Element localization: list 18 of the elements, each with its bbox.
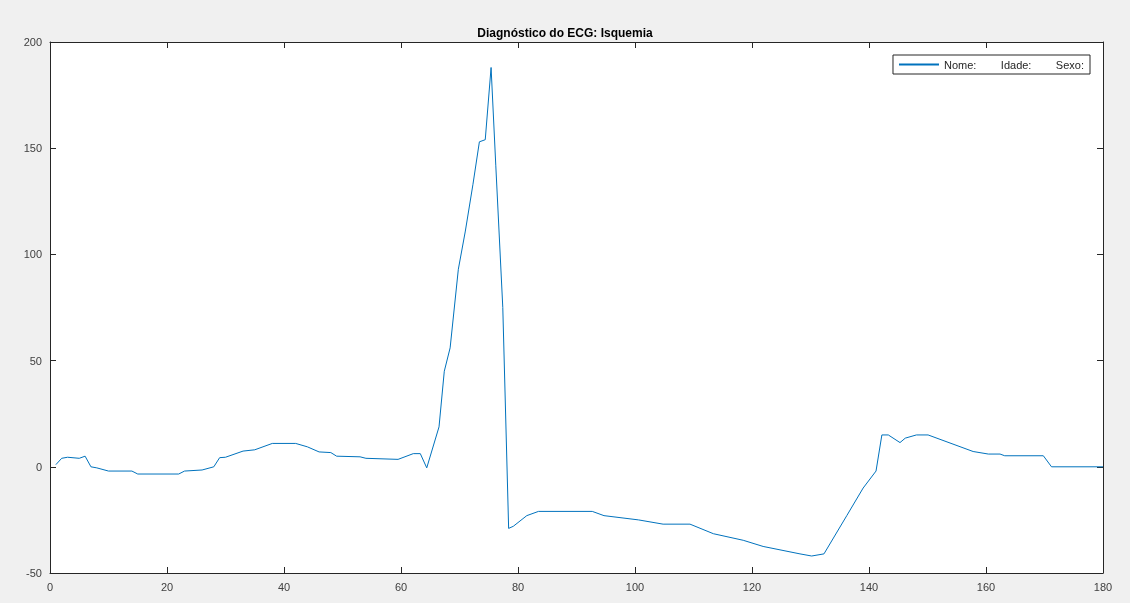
chart-title: Diagnóstico do ECG: Isquemia [477, 26, 653, 40]
x-tick-label: 180 [1093, 580, 1113, 593]
y-tick-label: 50 [29, 354, 42, 367]
y-tick-label: -50 [26, 567, 42, 579]
x-tick-label: 60 [394, 580, 408, 593]
legend-label: Nome: Idade: Sexo: [943, 58, 1085, 71]
x-tick-label: 0 [46, 580, 54, 593]
x-tick-label: 80 [511, 580, 525, 593]
x-tick-label: 160 [976, 580, 996, 593]
x-tick-label: 40 [277, 580, 291, 593]
y-tick-label: 100 [23, 248, 42, 261]
x-tick-label: 120 [742, 580, 762, 593]
x-tick-label: 140 [859, 580, 879, 593]
y-tick-label: 0 [35, 460, 42, 473]
y-tick-label: 200 [23, 36, 42, 48]
x-tick-label: 100 [625, 580, 645, 593]
y-tick-label: 150 [23, 142, 42, 155]
x-tick-label: 20 [160, 580, 174, 593]
